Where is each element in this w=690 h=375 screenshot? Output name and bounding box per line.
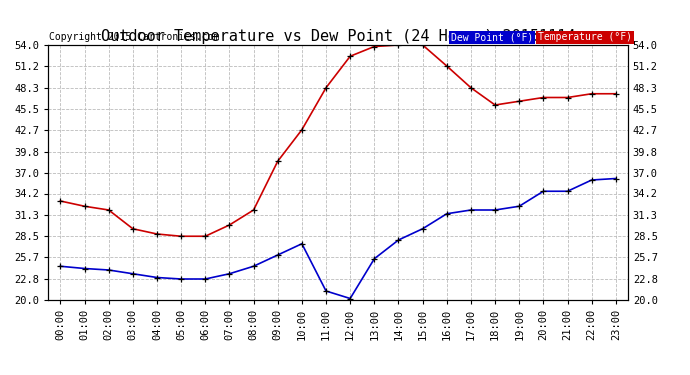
Title: Outdoor Temperature vs Dew Point (24 Hours) 20151114: Outdoor Temperature vs Dew Point (24 Hou… bbox=[101, 29, 575, 44]
Text: Temperature (°F): Temperature (°F) bbox=[538, 33, 632, 42]
Text: Copyright 2015 Cartronics.com: Copyright 2015 Cartronics.com bbox=[49, 33, 219, 42]
Text: Dew Point (°F): Dew Point (°F) bbox=[451, 33, 533, 42]
